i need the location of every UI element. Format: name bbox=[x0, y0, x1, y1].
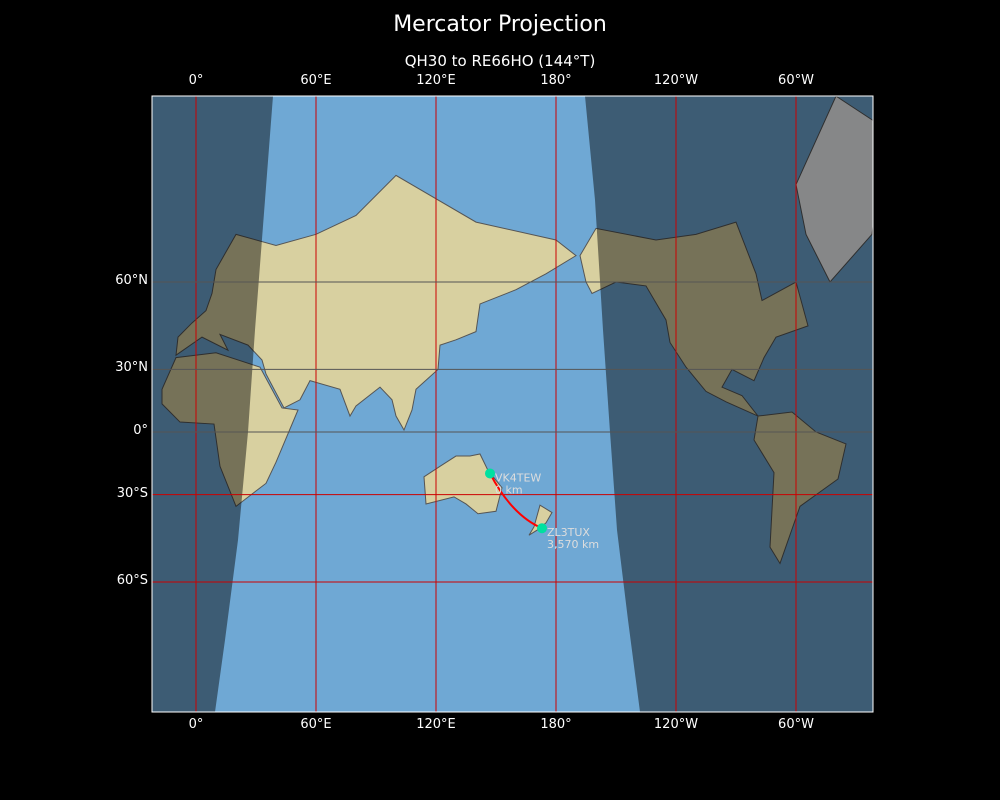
axis-tick-label: 120°W bbox=[653, 73, 699, 88]
map-subtitle: QH30 to RE66HO (144°T) bbox=[404, 52, 596, 70]
axis-tick-label: 0° bbox=[188, 73, 204, 88]
station-callsign: VK4TEW bbox=[495, 471, 541, 484]
landmass-eurasia bbox=[175, 174, 577, 432]
axis-tick-label: 180° bbox=[540, 717, 572, 732]
axis-tick-label: 0° bbox=[133, 423, 148, 438]
figure-title: Mercator Projection bbox=[393, 12, 607, 37]
axis-tick-label: 60°N bbox=[115, 272, 148, 288]
station-marker bbox=[537, 523, 547, 534]
great-circle-path bbox=[489, 472, 543, 530]
axis-tick-label: 60°S bbox=[116, 573, 148, 588]
axis-tick-label: 0° bbox=[188, 717, 204, 732]
station-distance: 3,570 km bbox=[547, 538, 599, 551]
landmass-australia bbox=[423, 453, 503, 515]
map-frame bbox=[151, 95, 874, 713]
station-callsign: ZL3TUX bbox=[547, 526, 590, 539]
axis-tick-label: 120°E bbox=[416, 717, 456, 732]
axis-tick-label: 60°W bbox=[778, 717, 814, 732]
night-shade-west bbox=[152, 96, 273, 712]
axis-tick-label: 120°W bbox=[653, 717, 699, 732]
axis-tick-label: 60°E bbox=[300, 73, 332, 88]
axis-tick-label: 180° bbox=[540, 73, 572, 88]
landmass-samerica bbox=[753, 411, 847, 565]
axis-tick-label: 60°W bbox=[778, 73, 814, 88]
axis-tick-label: 30°N bbox=[115, 360, 148, 376]
station-distance: 0 km bbox=[495, 483, 523, 496]
station-marker bbox=[485, 468, 495, 479]
axis-tick-label: 30°S bbox=[116, 485, 148, 501]
axis-tick-label: 60°E bbox=[300, 717, 332, 732]
landmass-namerica bbox=[579, 221, 809, 417]
axis-tick-label: 120°E bbox=[416, 73, 456, 88]
night-shade-east bbox=[585, 96, 873, 712]
